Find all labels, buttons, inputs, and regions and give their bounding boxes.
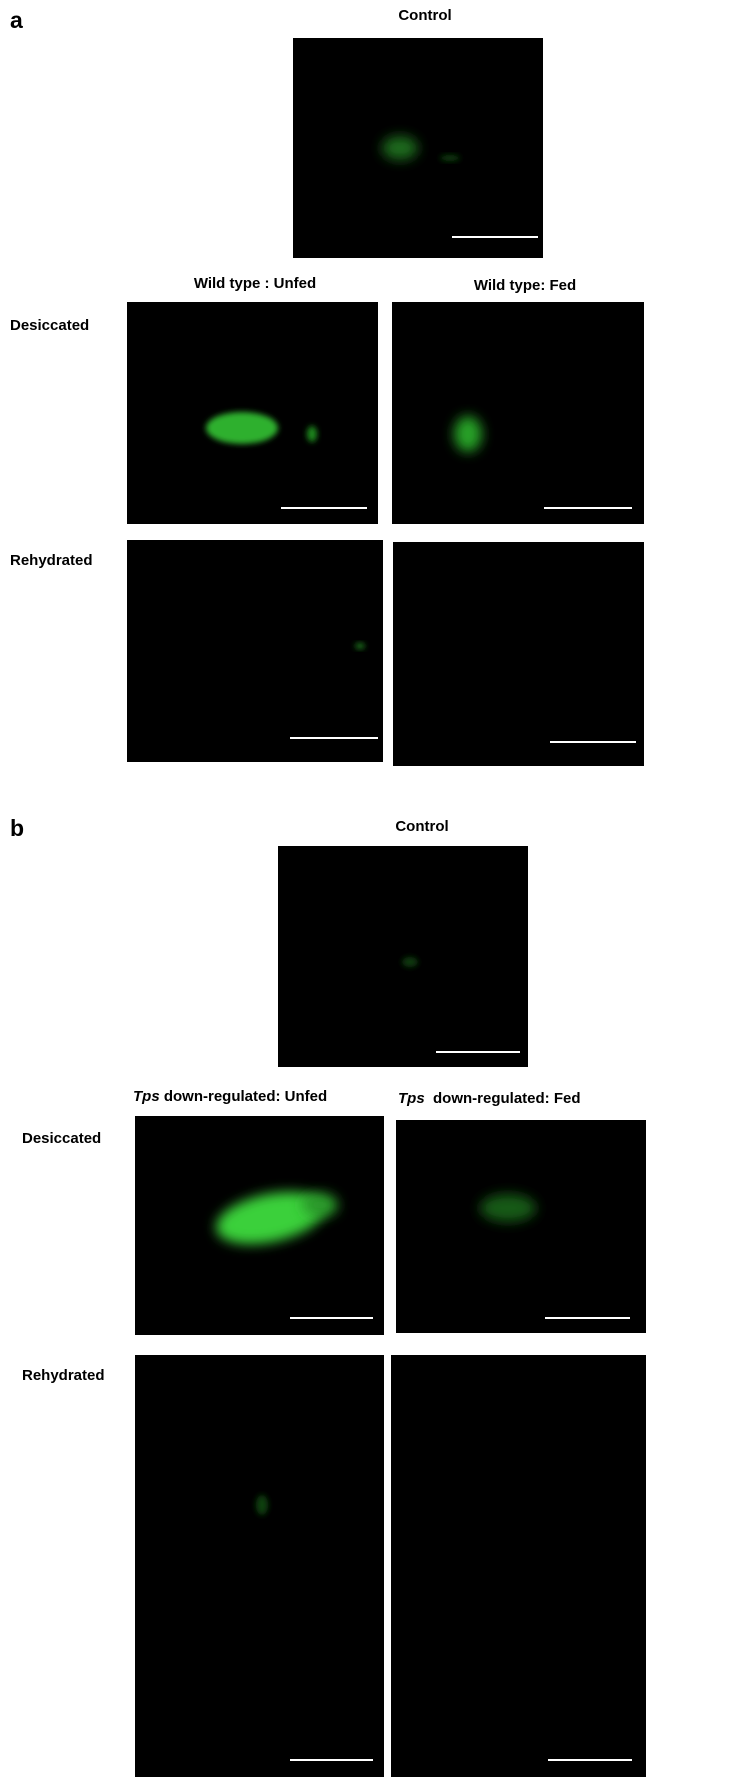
row-label: Rehydrated <box>22 1367 105 1384</box>
micrograph <box>396 1120 646 1333</box>
row-label: Rehydrated <box>10 552 93 569</box>
figure: a Control Wild type : Unfed Wild type: F… <box>0 0 731 1777</box>
micrograph <box>135 1116 384 1335</box>
row-label: Desiccated <box>10 317 89 334</box>
control-title: Control <box>395 818 448 835</box>
micrograph <box>393 542 644 766</box>
micrograph <box>278 846 528 1067</box>
header-text: down-regulated: Unfed <box>160 1088 328 1105</box>
control-title: Control <box>398 7 451 24</box>
panel-label: b <box>10 815 24 841</box>
gene-name: Tps <box>133 1088 160 1105</box>
column-header: Tps down-regulated: Unfed <box>133 1088 327 1105</box>
column-header: Wild type: Fed <box>474 277 576 294</box>
gene-name: Tps <box>398 1090 425 1107</box>
micrograph <box>135 1355 384 1777</box>
micrograph <box>392 302 644 524</box>
column-header: Tps down-regulated: Fed <box>398 1090 581 1107</box>
column-header: Wild type : Unfed <box>194 275 316 292</box>
micrograph <box>127 540 383 762</box>
micrograph <box>293 38 543 258</box>
micrograph <box>127 302 378 524</box>
header-text: down-regulated: Fed <box>425 1090 581 1107</box>
panel-label: a <box>10 7 23 33</box>
row-label: Desiccated <box>22 1130 101 1147</box>
micrograph <box>391 1355 646 1777</box>
page: {"panel_a": {"label": "a", "control_titl… <box>0 0 731 1777</box>
